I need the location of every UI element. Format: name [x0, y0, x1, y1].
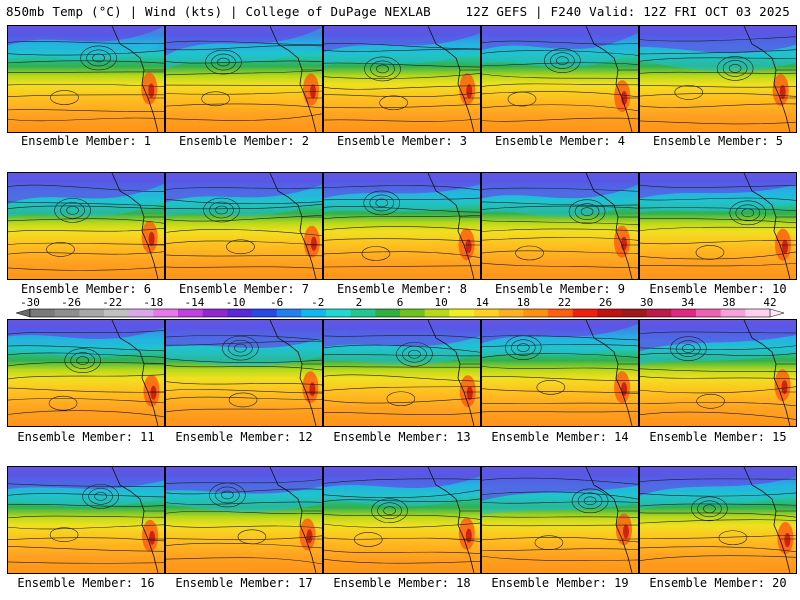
ensemble-member-map — [323, 25, 481, 133]
ensemble-member-label: Ensemble Member: 13 — [333, 430, 471, 444]
ensemble-member-map — [7, 172, 165, 280]
colorbar-swatch — [449, 309, 475, 317]
colorbar-tick-label: 2 — [356, 296, 363, 309]
colorbar-tick-label: 10 — [434, 296, 447, 309]
ensemble-member-map — [323, 466, 481, 574]
ensemble-member-label: Ensemble Member: 17 — [175, 576, 313, 590]
colorbar-swatch — [375, 309, 401, 317]
ensemble-member-map — [165, 466, 323, 574]
colorbar-tick-label: -30 — [20, 296, 40, 309]
ensemble-member-map — [165, 319, 323, 427]
ensemble-member-label: Ensemble Member: 14 — [491, 430, 629, 444]
colorbar-swatch — [202, 309, 228, 317]
ensemble-member-map — [481, 172, 639, 280]
colorbar-tick-label: 22 — [558, 296, 571, 309]
colorbar-tick-label: 34 — [681, 296, 695, 309]
colorbar-swatch — [326, 309, 352, 317]
colorbar-swatch — [153, 309, 179, 317]
colorbar-tick-label: 6 — [397, 296, 404, 309]
colorbar-swatch — [572, 309, 598, 317]
ensemble-member-map — [639, 25, 797, 133]
colorbar-tick-label: -26 — [61, 296, 81, 309]
colorbar-tick-label: -22 — [102, 296, 122, 309]
colorbar-swatch — [227, 309, 253, 317]
header-run-info: 12Z GEFS | F240 Valid: 12Z FRI OCT 03 20… — [465, 4, 790, 19]
ensemble-member-label: Ensemble Member: 20 — [649, 576, 787, 590]
colorbar-swatch — [523, 309, 549, 317]
colorbar-tick-label: 30 — [640, 296, 653, 309]
ensemble-member-label: Ensemble Member: 11 — [17, 430, 155, 444]
ensemble-member-label: Ensemble Member: 10 — [649, 282, 787, 296]
ensemble-member-label: Ensemble Member: 16 — [17, 576, 155, 590]
ensemble-member-label: Ensemble Member: 12 — [175, 430, 313, 444]
ensemble-member-map — [639, 172, 797, 280]
colorbar-tick-label: -2 — [311, 296, 324, 309]
ensemble-member-map — [639, 466, 797, 574]
ensemble-member-label: Ensemble Member: 2 — [178, 134, 310, 148]
colorbar-tick-label: -18 — [143, 296, 163, 309]
ensemble-member-label: Ensemble Member: 7 — [178, 282, 310, 296]
colorbar-tick-label: -6 — [270, 296, 283, 309]
ensemble-member-map — [639, 319, 797, 427]
colorbar-tick-label: -14 — [185, 296, 205, 309]
ensemble-member-label: Ensemble Member: 4 — [494, 134, 626, 148]
colorbar-swatch — [104, 309, 130, 317]
ensemble-member-map — [481, 25, 639, 133]
ensemble-member-map — [7, 319, 165, 427]
ensemble-member-map — [165, 172, 323, 280]
ensemble-member-label: Ensemble Member: 8 — [336, 282, 468, 296]
colorbar-tick-label: 18 — [517, 296, 530, 309]
ensemble-member-label: Ensemble Member: 15 — [649, 430, 787, 444]
ensemble-member-label: Ensemble Member: 3 — [336, 134, 468, 148]
colorbar-swatch — [79, 309, 105, 317]
colorbar-tick-label: 14 — [476, 296, 490, 309]
colorbar-swatch — [498, 309, 524, 317]
colorbar-swatch — [696, 309, 722, 317]
colorbar-swatch — [622, 309, 648, 317]
colorbar-swatch — [54, 309, 80, 317]
ensemble-member-map — [165, 25, 323, 133]
colorbar-swatch — [646, 309, 672, 317]
header-title: 850mb Temp (°C) | Wind (kts) | College o… — [6, 4, 431, 19]
colorbar-swatch — [178, 309, 204, 317]
colorbar-tick-label: 26 — [599, 296, 612, 309]
temperature-colorbar: -30 -26 -22 -18 -14 -10 -6 -2 2 6 10 14 18 22 26 30 34 38… — [15, 296, 785, 318]
colorbar-swatch — [424, 309, 450, 317]
ensemble-member-map — [7, 25, 165, 133]
colorbar-swatch — [671, 309, 697, 317]
colorbar-tick-label: 38 — [722, 296, 735, 309]
ensemble-member-map — [7, 466, 165, 574]
colorbar-swatch — [474, 309, 500, 317]
colorbar-tick-label: -10 — [226, 296, 246, 309]
colorbar-swatch — [128, 309, 154, 317]
colorbar-swatch — [301, 309, 327, 317]
colorbar-swatch — [276, 309, 302, 317]
colorbar-swatch — [720, 309, 746, 317]
colorbar-swatch — [252, 309, 278, 317]
colorbar-swatch — [745, 309, 771, 317]
ensemble-member-map — [481, 466, 639, 574]
ensemble-member-map — [481, 319, 639, 427]
ensemble-member-label: Ensemble Member: 19 — [491, 576, 629, 590]
colorbar-swatch — [548, 309, 574, 317]
ensemble-member-label: Ensemble Member: 1 — [20, 134, 152, 148]
colorbar-swatch — [400, 309, 426, 317]
ensemble-member-map — [323, 172, 481, 280]
colorbar-swatch — [350, 309, 376, 317]
ensemble-member-label: Ensemble Member: 18 — [333, 576, 471, 590]
colorbar-swatch — [597, 309, 623, 317]
ensemble-member-label: Ensemble Member: 9 — [494, 282, 626, 296]
colorbar-swatch — [30, 309, 56, 317]
ensemble-member-label: Ensemble Member: 5 — [652, 134, 784, 148]
colorbar-tick-label: 42 — [763, 296, 776, 309]
ensemble-member-map — [323, 319, 481, 427]
ensemble-member-label: Ensemble Member: 6 — [20, 282, 152, 296]
